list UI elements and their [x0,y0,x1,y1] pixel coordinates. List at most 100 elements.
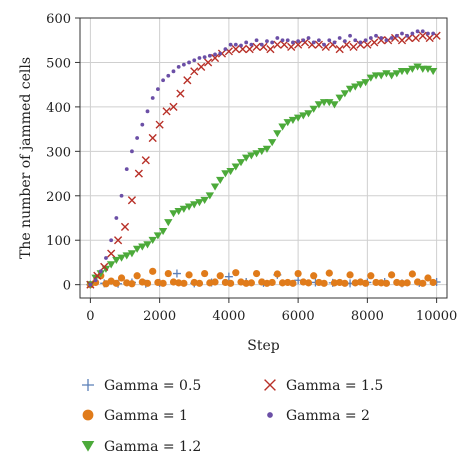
data-point [266,45,275,54]
data-point [413,63,422,71]
data-point [122,252,131,260]
grid-lines [80,17,447,298]
data-point [408,270,416,278]
data-point [210,183,220,191]
data-point [114,216,119,220]
data-point [405,33,410,38]
data-point [179,205,189,213]
data-point [127,250,137,258]
data-point [293,114,303,122]
plot-frame [79,17,448,299]
y-tick-label: 0 [63,279,71,294]
data-point [112,279,120,287]
data-point [124,167,129,172]
data-point [431,31,436,36]
data-point [384,38,389,43]
y-tick-label: 300 [46,145,71,160]
data-point [366,74,376,82]
data-point [244,40,249,45]
series-4 [88,29,436,287]
data-point [109,238,114,243]
data-point [181,62,186,67]
data-point [367,272,375,280]
data-point [190,67,199,76]
data-point [93,278,98,283]
data-point [320,279,328,287]
data-point [410,31,415,36]
data-point [185,271,193,279]
data-point [418,31,427,40]
data-point [408,65,417,73]
data-point [273,130,282,138]
data-point [247,279,255,287]
data-point [268,278,276,287]
data-point [372,278,380,287]
data-point [174,207,183,216]
data-point [180,279,188,287]
data-point [184,203,194,211]
data-point [332,40,337,45]
data-point [164,269,172,278]
data-point [93,271,102,280]
x-tick-label: 8000 [351,309,384,324]
data-point [254,38,259,43]
data-point [429,278,437,287]
y-tick-label: 500 [46,56,71,71]
data-point [349,42,358,51]
data-point [107,249,116,258]
data-point [340,90,350,98]
data-point [330,101,339,109]
data-point [327,38,332,43]
data-point [346,271,354,279]
data-point [424,274,432,282]
data-point [159,279,167,287]
legend-marker [267,412,273,418]
data-point [166,73,171,78]
data-point [128,280,136,288]
data-point [387,72,396,80]
data-point [363,40,372,49]
y-tick-label: 400 [46,101,71,116]
legend-item: Gamma = 1.5 [264,378,383,394]
data-point [374,33,378,38]
legend-item: Gamma = 2 [267,408,370,424]
data-point [310,272,318,280]
data-point [294,40,303,49]
data-point [134,169,143,178]
data-point [245,45,254,54]
data-point [135,136,140,140]
data-point [149,267,157,275]
data-point [379,36,384,40]
data-point [231,45,240,54]
data-point [411,33,420,43]
data-point [267,139,277,147]
data-point [236,159,246,167]
data-point [345,85,355,93]
data-point [278,279,287,287]
data-point [197,62,206,71]
legend-item: Gamma = 1.2 [81,439,201,455]
data-point [394,33,399,38]
data-point [309,105,318,113]
data-point [311,40,316,45]
data-point [322,42,326,47]
legend-label: Gamma = 0.5 [104,378,201,394]
data-point [172,269,181,278]
data-point [289,279,297,287]
data-point [397,36,407,45]
data-point [190,201,199,209]
data-point [325,99,334,107]
data-point [161,78,165,83]
data-point [221,170,230,178]
data-point [117,254,126,262]
data-point [195,279,204,287]
data-point [226,167,235,176]
data-point [335,94,344,102]
data-point [363,38,368,43]
data-point [262,145,272,153]
data-point [304,279,313,287]
data-point [400,31,404,36]
data-point [104,256,108,260]
data-point [155,120,164,129]
data-point [130,149,134,154]
